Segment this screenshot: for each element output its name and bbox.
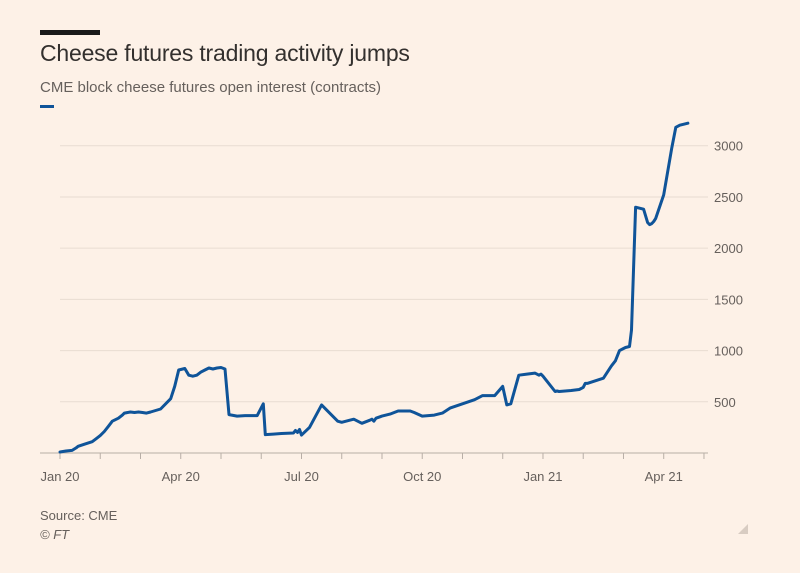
y-tick-label: 3000	[714, 139, 743, 154]
chart-title: Cheese futures trading activity jumps	[40, 40, 410, 66]
legend-swatch	[40, 105, 54, 108]
title-rule	[40, 30, 100, 35]
y-tick-label: 1000	[714, 344, 743, 359]
chart-subtitle: CME block cheese futures open interest (…	[40, 79, 381, 96]
x-axis: Jan 20 Apr 20 Jul 20 Oct 20 Jan 21 Apr 21	[40, 452, 708, 484]
x-tick-label: Apr 20	[162, 469, 200, 484]
y-tick-label: 2500	[714, 190, 743, 205]
y-tick-label: 500	[714, 395, 736, 410]
x-tick-label: Jan 20	[40, 469, 79, 484]
source-note: Source: CME	[40, 508, 118, 523]
resize-handle-icon[interactable]	[738, 524, 748, 534]
x-tick-label: Jan 21	[523, 469, 562, 484]
y-axis-ticks: 500 1000 1500 2000 2500 3000	[714, 139, 743, 410]
copyright-note: © FT	[40, 527, 70, 542]
y-tick-label: 1500	[714, 292, 743, 307]
y-tick-label: 2000	[714, 241, 743, 256]
x-tick-label: Jul 20	[284, 469, 319, 484]
x-tick-label: Apr 21	[645, 469, 683, 484]
x-tick-label: Oct 20	[403, 469, 441, 484]
series-line-open-interest	[58, 121, 690, 454]
gridlines	[60, 145, 708, 403]
